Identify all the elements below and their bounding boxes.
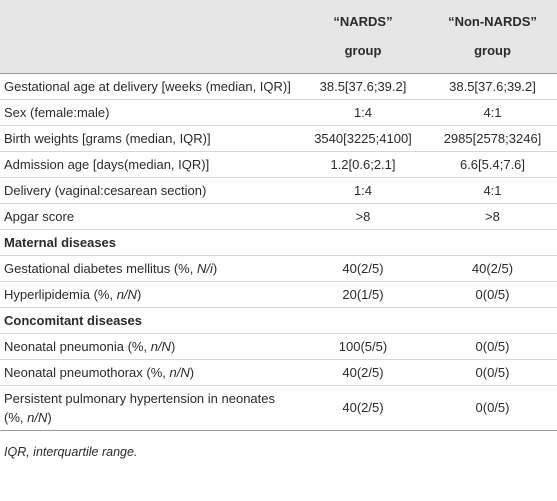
label-part: n/N xyxy=(150,338,171,354)
value-cell: 40(2/5) xyxy=(428,255,557,282)
row-label: Apgar score xyxy=(0,203,298,230)
header-cell: “NARDS” group xyxy=(298,0,428,74)
row-label: Neonatal pneumonia (%, n/N) xyxy=(0,333,298,360)
header-line: “Non-NARDS” xyxy=(448,14,537,30)
row-label: Gestational age at delivery [weeks (medi… xyxy=(0,73,298,100)
label-part: Gestational diabetes mellitus (%, xyxy=(4,260,197,276)
table-row: Neonatal pneumothorax (%, n/N) 40(2/5) 0(0… xyxy=(0,359,557,386)
label-part: Neonatal pneumothorax (%, xyxy=(4,364,170,380)
row-label: Delivery (vaginal:cesarean section) xyxy=(0,177,298,204)
row-label: Persistent pulmonary hypertension in neo… xyxy=(0,385,298,431)
table-row: Neonatal pneumonia (%, n/N) 100(5/5) 0(0/5… xyxy=(0,333,557,360)
value-cell: 2985[2578;3246] xyxy=(428,125,557,152)
table-row: Sex (female:male) 1:4 4:1 xyxy=(0,99,557,126)
label-part: Neonatal pneumonia (%, xyxy=(4,338,151,354)
header-line: “NARDS” xyxy=(333,14,393,30)
table-row: Birth weights [grams (median, IQR)] 3540[… xyxy=(0,125,557,152)
label-part: ) xyxy=(136,286,142,302)
value-cell: 38.5[37.6;39.2] xyxy=(298,73,428,100)
value-cell: 4:1 xyxy=(428,177,557,204)
value-cell: 0(0/5) xyxy=(428,281,557,308)
row-label: Admission age [days(median, IQR)] xyxy=(0,151,298,178)
row-label: Birth weights [grams (median, IQR)] xyxy=(0,125,298,152)
header-row: “NARDS” group “Non-NARDS” group xyxy=(0,0,557,74)
label-part: n/N xyxy=(169,364,190,380)
header-line: group xyxy=(344,43,382,59)
value-cell: 38.5[37.6;39.2] xyxy=(428,73,557,100)
value-cell: >8 xyxy=(298,203,428,230)
row-label: Sex (female:male) xyxy=(0,99,298,126)
table-row: Apgar score >8 >8 xyxy=(0,203,557,230)
label-part: ) xyxy=(170,338,176,354)
label-part: Persistent pulmonary hypertension in neo… xyxy=(4,390,275,425)
value-cell: 100(5/5) xyxy=(298,333,428,360)
value-cell: 0(0/5) xyxy=(428,385,557,431)
table-row: Delivery (vaginal:cesarean section) 1:4 4:… xyxy=(0,177,557,204)
label-part: N/i xyxy=(196,260,213,276)
table-row: Gestational diabetes mellitus (%, N/i) 40… xyxy=(0,255,557,282)
row-label: Gestational diabetes mellitus (%, N/i) xyxy=(0,255,298,282)
value-cell: 1.2[0.6;2.1] xyxy=(298,151,428,178)
table-row: Concomitant diseases xyxy=(0,307,557,334)
table-body: Gestational age at delivery [weeks (medi… xyxy=(0,73,557,431)
data-table: “NARDS” group “Non-NARDS” group Gestational… xyxy=(0,0,557,431)
row-label: Neonatal pneumothorax (%, n/N) xyxy=(0,359,298,386)
value-cell: 40(2/5) xyxy=(298,385,428,431)
label-part: ) xyxy=(47,409,52,425)
footnote: IQR, interquartile range. xyxy=(4,444,138,459)
table-row: Maternal diseases xyxy=(0,229,557,256)
label-part: Hyperlipidemia (%, xyxy=(4,286,117,302)
header-cell xyxy=(0,0,298,74)
table-row: Gestational age at delivery [weeks (medi… xyxy=(0,73,557,100)
value-cell: 20(1/5) xyxy=(298,281,428,308)
section-label: Concomitant diseases xyxy=(0,307,557,334)
label-part: n/N xyxy=(116,286,137,302)
section-label: Maternal diseases xyxy=(0,229,557,256)
table-row: Admission age [days(median, IQR)] 1.2[0.6… xyxy=(0,151,557,178)
value-cell: 40(2/5) xyxy=(298,359,428,386)
value-cell: 1:4 xyxy=(298,177,428,204)
value-cell: 0(0/5) xyxy=(428,333,557,360)
value-cell: 4:1 xyxy=(428,99,557,126)
label-part: n/N xyxy=(27,409,48,425)
value-cell: 3540[3225;4100] xyxy=(298,125,428,152)
value-cell: >8 xyxy=(428,203,557,230)
value-cell: 1:4 xyxy=(298,99,428,126)
table-row: Hyperlipidemia (%, n/N) 20(1/5) 0(0/5) xyxy=(0,281,557,308)
header-line: group xyxy=(474,43,511,59)
value-cell: 0(0/5) xyxy=(428,359,557,386)
row-label: Hyperlipidemia (%, n/N) xyxy=(0,281,298,308)
label-part: ) xyxy=(212,260,218,276)
value-cell: 6.6[5.4;7.6] xyxy=(428,151,557,178)
table-header: “NARDS” group “Non-NARDS” group xyxy=(0,0,557,74)
value-cell: 40(2/5) xyxy=(298,255,428,282)
header-cell: “Non-NARDS” group xyxy=(428,0,557,74)
table-row: Persistent pulmonary hypertension in neo… xyxy=(0,385,557,431)
label-part: ) xyxy=(189,364,195,380)
